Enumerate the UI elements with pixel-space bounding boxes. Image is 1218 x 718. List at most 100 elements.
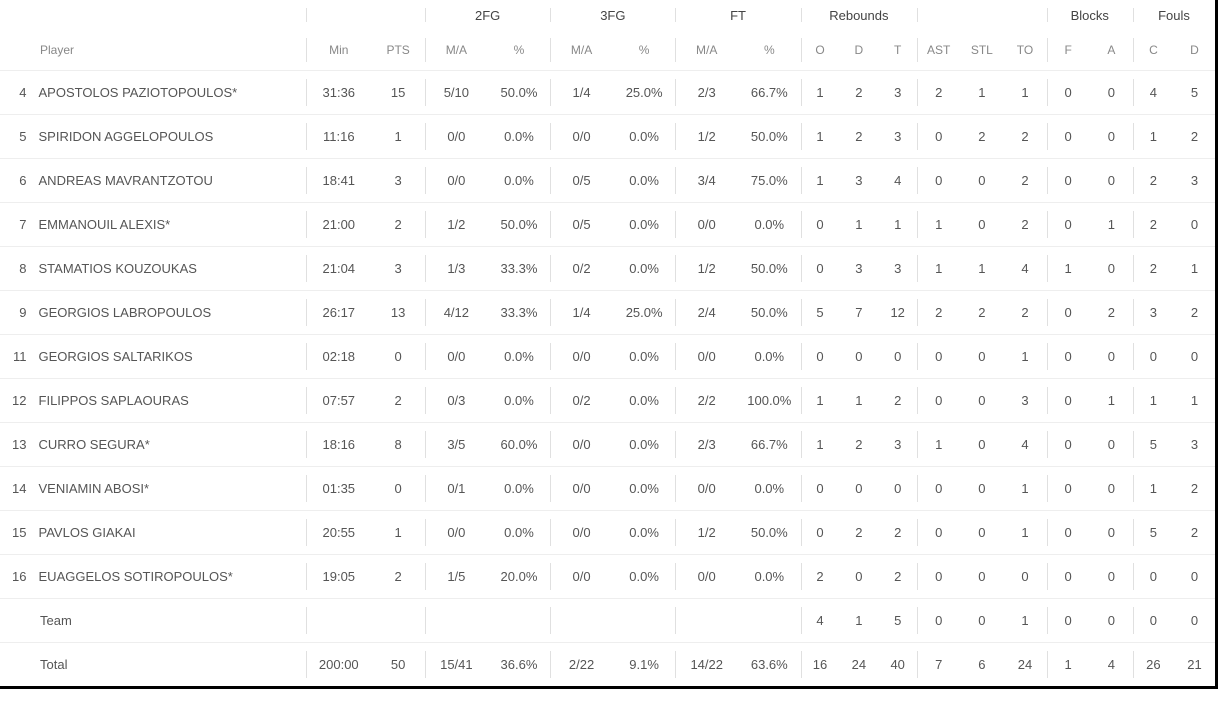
stat-ft-pct: 0.0% xyxy=(738,202,801,246)
player-number: 12 xyxy=(0,378,35,422)
stat-ft-pct: 50.0% xyxy=(738,114,801,158)
stat-blk-a: 0 xyxy=(1090,466,1133,510)
group-rebounds: Rebounds xyxy=(801,0,918,30)
stat-ft-ma: 3/4 xyxy=(675,158,738,202)
stat-blk-a: 0 xyxy=(1090,158,1133,202)
player-name: ANDREAS MAVRANTZOTOU xyxy=(35,158,307,202)
stat-3fg-ma: 0/0 xyxy=(550,114,613,158)
stat-reb-t: 2 xyxy=(878,510,917,554)
stat-to: 1 xyxy=(1003,70,1046,114)
stat-2fg-pct: 33.3% xyxy=(488,246,551,290)
col-reb-o: O xyxy=(801,30,840,70)
stat-stl: 0 xyxy=(960,422,1003,466)
stat-3fg-pct: 25.0% xyxy=(613,70,676,114)
stat-ft-ma: 1/2 xyxy=(675,510,738,554)
table-row: 8STAMATIOS KOUZOUKAS21:0431/333.3%0/20.0… xyxy=(0,246,1215,290)
stat-3fg-ma: 0/2 xyxy=(550,246,613,290)
stat-stl: 2 xyxy=(960,114,1003,158)
stat-reb-o: 16 xyxy=(801,642,840,686)
stat-stl: 6 xyxy=(960,642,1003,686)
stat-stl: 2 xyxy=(960,290,1003,334)
stat-3fg-ma: 0/0 xyxy=(550,510,613,554)
table-row: 12FILIPPOS SAPLAOURAS07:5720/30.0%0/20.0… xyxy=(0,378,1215,422)
stat-stl: 0 xyxy=(960,158,1003,202)
stat-2fg-pct: 0.0% xyxy=(488,158,551,202)
stat-ft-pct: 63.6% xyxy=(738,642,801,686)
stat-stl: 0 xyxy=(960,554,1003,598)
stat-reb-t: 3 xyxy=(878,70,917,114)
table-row: 5SPIRIDON AGGELOPOULOS11:1610/00.0%0/00.… xyxy=(0,114,1215,158)
stat-ast: 2 xyxy=(917,290,960,334)
stat-blk-a: 1 xyxy=(1090,378,1133,422)
stat-foul-c: 2 xyxy=(1133,158,1174,202)
boxscore-table-wrap: 2FG 3FG FT Rebounds Blocks Fouls Player … xyxy=(0,0,1218,689)
header-sub-row: Player Min PTS M/A % M/A % M/A % O D T A… xyxy=(0,30,1215,70)
stat-to: 1 xyxy=(1003,598,1046,642)
stat-pts: 13 xyxy=(371,290,425,334)
stat-ft-ma: 0/0 xyxy=(675,202,738,246)
player-name: CURRO SEGURA* xyxy=(35,422,307,466)
stat-blk-f: 0 xyxy=(1047,466,1090,510)
stat-reb-d: 1 xyxy=(839,598,878,642)
player-name: FILIPPOS SAPLAOURAS xyxy=(35,378,307,422)
player-number: 8 xyxy=(0,246,35,290)
stat-reb-o: 4 xyxy=(801,598,840,642)
stat-blk-f: 0 xyxy=(1047,598,1090,642)
stat-pts: 50 xyxy=(371,642,425,686)
col-3fg-pct: % xyxy=(613,30,676,70)
col-ft-ma: M/A xyxy=(675,30,738,70)
player-name: EMMANOUIL ALEXIS* xyxy=(35,202,307,246)
col-reb-d: D xyxy=(839,30,878,70)
player-number: 7 xyxy=(0,202,35,246)
stat-blk-a: 0 xyxy=(1090,510,1133,554)
stat-ft-ma: 2/3 xyxy=(675,70,738,114)
stat-pts: 1 xyxy=(371,114,425,158)
stat-2fg-ma: 3/5 xyxy=(425,422,488,466)
player-number: 13 xyxy=(0,422,35,466)
stat-ast: 0 xyxy=(917,378,960,422)
stat-reb-t: 0 xyxy=(878,466,917,510)
player-number: 6 xyxy=(0,158,35,202)
stat-pts: 1 xyxy=(371,510,425,554)
stat-min xyxy=(306,598,371,642)
stat-min: 26:17 xyxy=(306,290,371,334)
stat-blk-f: 0 xyxy=(1047,554,1090,598)
player-number: 5 xyxy=(0,114,35,158)
stat-2fg-ma: 0/0 xyxy=(425,114,488,158)
stat-ast: 0 xyxy=(917,114,960,158)
row-label: Total xyxy=(0,642,306,686)
stat-ft-ma: 0/0 xyxy=(675,554,738,598)
stat-3fg-pct: 0.0% xyxy=(613,334,676,378)
stat-2fg-ma: 5/10 xyxy=(425,70,488,114)
stat-ft-pct: 66.7% xyxy=(738,70,801,114)
stat-blk-f: 0 xyxy=(1047,114,1090,158)
stat-ast: 1 xyxy=(917,202,960,246)
stat-pts: 0 xyxy=(371,466,425,510)
stat-stl: 0 xyxy=(960,510,1003,554)
stat-reb-o: 0 xyxy=(801,466,840,510)
stat-min: 31:36 xyxy=(306,70,371,114)
col-pts: PTS xyxy=(371,30,425,70)
boxscore-table: 2FG 3FG FT Rebounds Blocks Fouls Player … xyxy=(0,0,1215,686)
table-row: 15PAVLOS GIAKAI20:5510/00.0%0/00.0%1/250… xyxy=(0,510,1215,554)
stat-min: 01:35 xyxy=(306,466,371,510)
stat-reb-d: 1 xyxy=(839,378,878,422)
col-ast: AST xyxy=(917,30,960,70)
stat-blk-a: 0 xyxy=(1090,70,1133,114)
stat-to: 24 xyxy=(1003,642,1046,686)
stat-stl: 0 xyxy=(960,378,1003,422)
stat-ft-pct: 0.0% xyxy=(738,554,801,598)
player-number: 15 xyxy=(0,510,35,554)
group-3fg: 3FG xyxy=(550,0,675,30)
stat-blk-f: 0 xyxy=(1047,422,1090,466)
stat-blk-f: 1 xyxy=(1047,642,1090,686)
stat-blk-f: 0 xyxy=(1047,290,1090,334)
stat-2fg-ma: 1/3 xyxy=(425,246,488,290)
stat-blk-a: 2 xyxy=(1090,290,1133,334)
stat-foul-c: 3 xyxy=(1133,290,1174,334)
stat-pts: 2 xyxy=(371,378,425,422)
stat-reb-o: 1 xyxy=(801,70,840,114)
stat-ft-pct: 75.0% xyxy=(738,158,801,202)
stat-foul-c: 1 xyxy=(1133,466,1174,510)
stat-3fg-ma: 1/4 xyxy=(550,70,613,114)
